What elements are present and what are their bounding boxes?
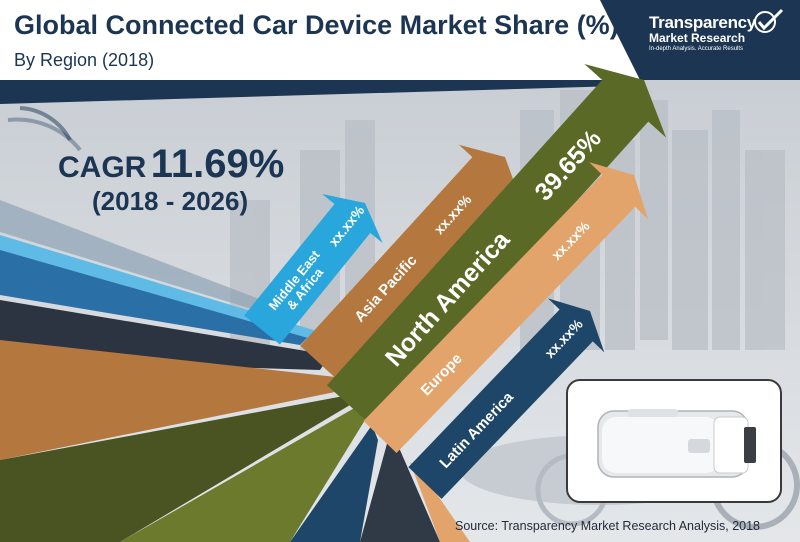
brand-logo: Transparency Market Research In-depth An… [649, 13, 756, 52]
ribbon-olive [120, 406, 365, 542]
checkmark-icon [754, 8, 784, 33]
ribbon-navy [290, 425, 378, 542]
cagr-period: (2018 - 2026) [92, 186, 249, 216]
cagr-block: CAGR 11.69% [58, 142, 284, 187]
ribbon-blue-light [0, 235, 320, 340]
cagr-label: CAGR [58, 151, 147, 184]
ribbon-grey [0, 200, 262, 310]
page-title: Global Connected Car Device Market Share… [14, 10, 619, 40]
ribbon-brown [0, 340, 345, 460]
header-dark-stripe [0, 80, 640, 104]
logo-line-2: Market Research [649, 31, 746, 45]
ribbon-slate [360, 440, 440, 542]
arrow-shape [244, 194, 383, 345]
signal-arc-outer [7, 117, 82, 152]
signal-arc [19, 106, 72, 141]
logo-tagline: In-depth Analysis. Accurate Results [649, 46, 744, 52]
page-subtitle: By Region (2018) [14, 50, 155, 70]
device-card [566, 379, 782, 503]
connected-car-device-image [597, 409, 756, 478]
arrow-shape [408, 298, 605, 499]
ribbon-olive-dark [0, 393, 360, 542]
logo-line-1: Transparency [649, 13, 756, 32]
cagr-value: 11.69% [150, 142, 285, 186]
arrow-shape [327, 64, 667, 427]
arrow-shape [363, 162, 649, 454]
logo-panel [600, 0, 800, 80]
source-note: Source: Transparency Market Research Ana… [455, 519, 761, 533]
arrow-shape [300, 144, 522, 379]
